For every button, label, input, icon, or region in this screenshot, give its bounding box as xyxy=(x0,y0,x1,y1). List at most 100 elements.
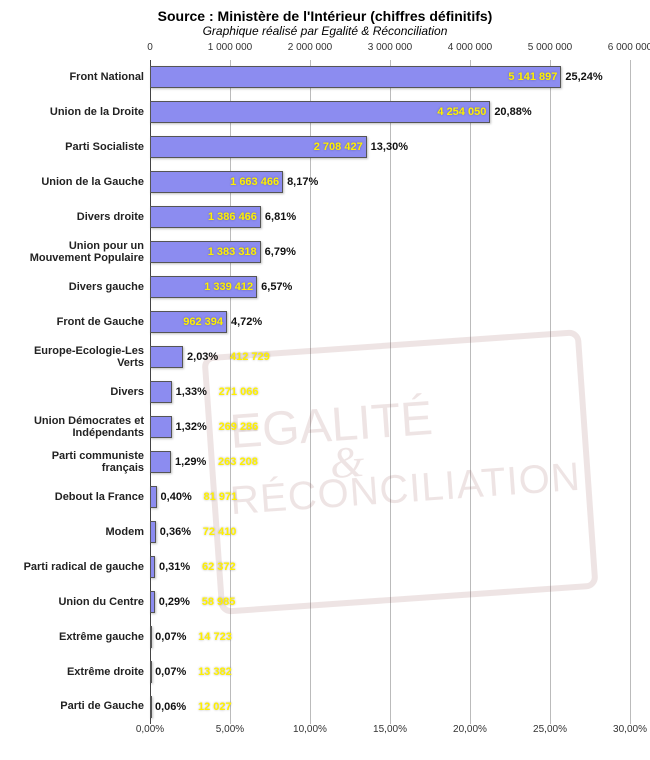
axis-top: 01 000 0002 000 0003 000 0004 000 0005 0… xyxy=(150,42,630,60)
bar-percent: 1,33% xyxy=(172,381,207,403)
axis-bottom-tick: 25,00% xyxy=(533,724,567,735)
category-label: Debout la France xyxy=(10,491,150,503)
bar-percent: 8,17% xyxy=(283,171,318,193)
bar-value: 263 208 xyxy=(218,451,258,473)
bar-row: Divers droite1 386 4666,81% xyxy=(10,200,630,235)
bar-track: 269 286 1,32% xyxy=(150,416,630,438)
bar-track: 412 729 2,03% xyxy=(150,346,630,368)
bar-row: Union de la Droite4 254 05020,88% xyxy=(10,95,630,130)
bar-track: 2 708 42713,30% xyxy=(150,136,630,158)
category-label: Parti radical de gauche xyxy=(10,561,150,573)
bar-value: 1 339 412 xyxy=(204,276,257,298)
axis-bottom-tick: 30,00% xyxy=(613,724,647,735)
bar-percent: 0,31% xyxy=(155,556,190,578)
axis-bottom-tick: 10,00% xyxy=(293,724,327,735)
axis-top-tick: 3 000 000 xyxy=(368,42,413,53)
bar-track: 13 382 0,07% xyxy=(150,661,630,683)
axis-bottom: 0,00%5,00%10,00%15,00%20,00%25,00%30,00% xyxy=(150,724,630,742)
axis-bottom-tick: 15,00% xyxy=(373,724,407,735)
bar-track: 62 372 0,31% xyxy=(150,556,630,578)
bar-value: 81 971 xyxy=(204,486,238,508)
bar-row: Parti communiste français263 2081,29% xyxy=(10,444,630,479)
bar-track: 5 141 89725,24% xyxy=(150,66,630,88)
category-label: Union de la Gauche xyxy=(10,176,150,188)
category-label: Union du Centre xyxy=(10,596,150,608)
category-label: Union Démocrates et Indépendants xyxy=(10,415,150,439)
category-label: Front National xyxy=(10,71,150,83)
category-label: Parti de Gauche xyxy=(10,700,150,712)
bar-row: Extrême gauche14 7230,07% xyxy=(10,619,630,654)
bar-track: 263 2081,29% xyxy=(150,451,630,473)
bar-value: 1 383 318 xyxy=(208,241,261,263)
category-label: Extrême droite xyxy=(10,666,150,678)
bar-value: 1 663 466 xyxy=(230,171,283,193)
bar-row: Divers 271 066 1,33% xyxy=(10,375,630,410)
bar-row: Divers gauche1 339 4126,57% xyxy=(10,270,630,305)
bar-row: Union de la Gauche1 663 4668,17% xyxy=(10,165,630,200)
bar xyxy=(150,451,171,473)
bar-value: 271 066 xyxy=(219,381,259,403)
bar-value: 269 286 xyxy=(219,416,259,438)
chart-title: Source : Ministère de l'Intérieur (chiff… xyxy=(10,8,640,24)
axis-bottom-tick: 20,00% xyxy=(453,724,487,735)
bar-value: 62 372 xyxy=(202,556,236,578)
axis-bottom-tick: 0,00% xyxy=(136,724,164,735)
chart-container: Source : Ministère de l'Intérieur (chiff… xyxy=(0,0,650,760)
bar-percent: 6,79% xyxy=(261,241,296,263)
bar-track: 1 383 3186,79% xyxy=(150,241,630,263)
bar xyxy=(150,66,561,88)
category-label: Modem xyxy=(10,526,150,538)
bar-track: 81 9710,40% xyxy=(150,486,630,508)
bar xyxy=(150,381,172,403)
bar xyxy=(150,346,183,368)
bar xyxy=(150,416,172,438)
axis-top-tick: 0 xyxy=(147,42,153,53)
plot-area: 01 000 0002 000 0003 000 0004 000 0005 0… xyxy=(10,42,640,742)
bar-value: 12 027 xyxy=(198,696,232,718)
bar-value: 13 382 xyxy=(198,661,232,683)
chart-subtitle: Graphique réalisé par Egalité & Réconcil… xyxy=(10,24,640,38)
bar-track: 1 339 4126,57% xyxy=(150,276,630,298)
bar-percent: 20,88% xyxy=(490,101,531,123)
bar-value: 412 729 xyxy=(230,346,270,368)
bar-track: 1 663 4668,17% xyxy=(150,171,630,193)
bar-percent: 2,03% xyxy=(183,346,218,368)
bar-value: 14 723 xyxy=(198,626,232,648)
bar-row: Parti Socialiste2 708 42713,30% xyxy=(10,130,630,165)
bar-percent: 1,32% xyxy=(172,416,207,438)
bar-track: 4 254 05020,88% xyxy=(150,101,630,123)
bar-row: Parti de Gauche 12 027 0,06% xyxy=(10,689,630,724)
bar-value: 5 141 897 xyxy=(508,66,561,88)
category-label: Europe-Ecologie-Les Verts xyxy=(10,345,150,369)
bar-value: 2 708 427 xyxy=(314,136,367,158)
bar-percent: 25,24% xyxy=(561,66,602,88)
category-label: Divers gauche xyxy=(10,281,150,293)
bar-track: 12 027 0,06% xyxy=(150,696,630,718)
bar-value: 58 985 xyxy=(202,591,236,613)
bar-value: 962 394 xyxy=(183,311,227,333)
axis-bottom-tick: 5,00% xyxy=(216,724,244,735)
bar-percent: 13,30% xyxy=(367,136,408,158)
bar-value: 4 254 050 xyxy=(437,101,490,123)
category-label: Front de Gauche xyxy=(10,316,150,328)
category-label: Divers droite xyxy=(10,211,150,223)
bar-percent: 0,07% xyxy=(151,661,186,683)
category-label: Parti Socialiste xyxy=(10,141,150,153)
category-label: Extrême gauche xyxy=(10,631,150,643)
bar-row: Debout la France81 9710,40% xyxy=(10,479,630,514)
bar-track: 72 4100,36% xyxy=(150,521,630,543)
bar-row: Parti radical de gauche 62 372 0,31% xyxy=(10,549,630,584)
bar-track: 271 066 1,33% xyxy=(150,381,630,403)
category-label: Divers xyxy=(10,386,150,398)
bar-percent: 6,57% xyxy=(257,276,292,298)
bar-row: Extrême droite 13 382 0,07% xyxy=(10,654,630,689)
bar-percent: 4,72% xyxy=(227,311,262,333)
axis-top-tick: 5 000 000 xyxy=(528,42,573,53)
bar-track: 1 386 4666,81% xyxy=(150,206,630,228)
bar-percent: 0,36% xyxy=(156,521,191,543)
bar-row: Modem72 4100,36% xyxy=(10,514,630,549)
bar-row: Front de Gauche 962 3944,72% xyxy=(10,305,630,340)
bar-percent: 0,06% xyxy=(151,696,186,718)
axis-top-tick: 6 000 000 xyxy=(608,42,650,53)
bar-row: Union pour un Mouvement Populaire1 383 3… xyxy=(10,235,630,270)
